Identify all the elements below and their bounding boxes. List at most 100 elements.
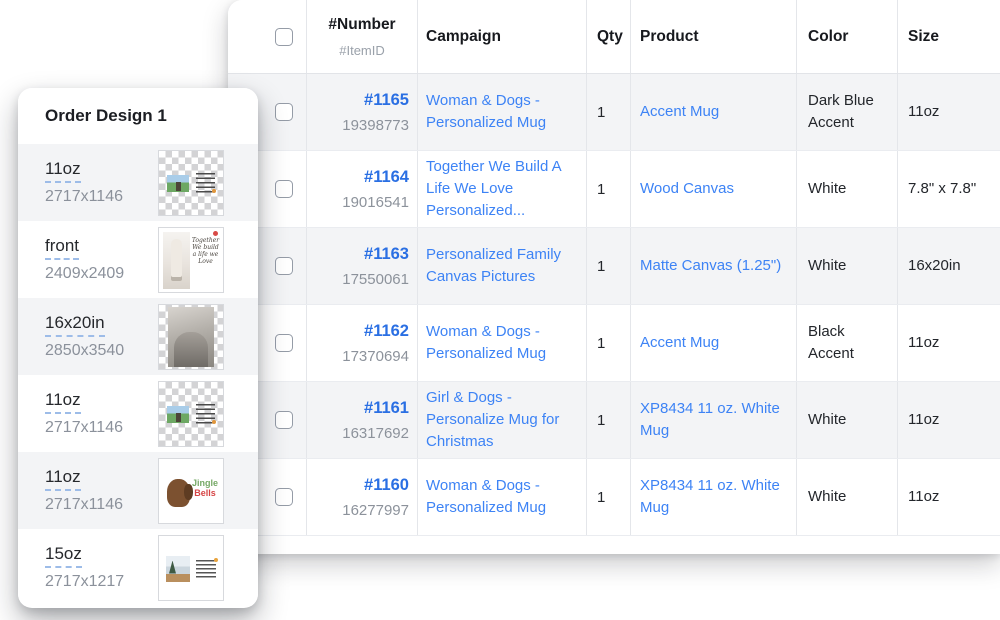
design-size-label[interactable]: 15oz [45, 544, 82, 568]
design-size-label[interactable]: 11oz [45, 467, 81, 491]
header-number-label: #Number [328, 15, 396, 33]
campaign-link[interactable]: Woman & Dogs - Personalized Mug [426, 92, 547, 131]
thumbnail-art-text: Jingle Bells [190, 477, 220, 498]
table-row: #1160 16277997 Woman & Dogs - Personaliz… [228, 459, 1000, 536]
design-thumbnail[interactable]: Together We build a life we Love [158, 226, 224, 293]
thumbnail-word: Bells [194, 487, 216, 498]
table-row: #1161 16317692 Girl & Dogs - Personalize… [228, 382, 1000, 459]
design-list-item: front 2409x2409 Together We build a life… [18, 221, 258, 298]
design-thumbnail[interactable] [158, 380, 224, 447]
design-size-label[interactable]: front [45, 236, 80, 260]
header-color: Color [797, 0, 898, 73]
thumbnail-art-scene [167, 405, 189, 423]
qty-value: 1 [587, 74, 631, 150]
item-id: 16317692 [342, 424, 409, 442]
thumbnail-art-text [196, 172, 216, 194]
order-number-link[interactable]: #1162 [364, 321, 409, 340]
size-value: 11oz [908, 103, 940, 120]
campaign-link[interactable]: Together We Build A Life We Love Persona… [426, 158, 561, 219]
thumbnail-word: Jingle [191, 477, 218, 488]
header-product: Product [631, 0, 797, 73]
row-checkbox[interactable] [275, 103, 293, 121]
color-value: White [808, 411, 847, 428]
design-list-item: 11oz 2717x1146 Jingle Bells [18, 452, 258, 529]
thumbnail-art-text [196, 557, 218, 578]
size-value: 11oz [908, 411, 940, 428]
order-number-link[interactable]: #1164 [364, 167, 409, 186]
row-checkbox[interactable] [275, 334, 293, 352]
design-list-item: 11oz 2717x1146 [18, 375, 258, 452]
order-number-link[interactable]: #1160 [364, 475, 409, 494]
item-id: 17550061 [342, 270, 409, 288]
row-checkbox[interactable] [275, 257, 293, 275]
design-dimensions: 2409x2409 [45, 265, 125, 282]
design-size-label[interactable]: 11oz [45, 159, 81, 183]
qty-value: 1 [587, 151, 631, 227]
order-design-panel: Order Design 1 11oz 2717x1146 front 2409… [18, 88, 258, 608]
header-select-all-cell [228, 0, 307, 73]
qty-value: 1 [587, 382, 631, 458]
design-thumbnail[interactable]: Jingle Bells [158, 457, 224, 524]
order-number-link[interactable]: #1161 [364, 398, 409, 417]
campaign-link[interactable]: Girl & Dogs - Personalize Mug for Christ… [426, 389, 560, 450]
color-value: White [808, 488, 847, 505]
product-link[interactable]: XP8434 11 oz. White Mug [640, 400, 780, 439]
color-value: Black Accent [808, 323, 854, 362]
design-dimensions: 2717x1217 [45, 573, 125, 590]
thumbnail-art-dog [167, 478, 193, 507]
thumbnail-art-photo [168, 306, 214, 367]
item-id: 19016541 [342, 193, 409, 211]
product-link[interactable]: Wood Canvas [640, 180, 734, 197]
select-all-checkbox[interactable] [275, 27, 293, 46]
qty-value: 1 [587, 228, 631, 304]
orders-table-panel: #Number #ItemID Campaign Qty Product Col… [228, 0, 1000, 554]
thumbnail-script-text: Together We build a life we Love [191, 236, 220, 265]
header-campaign: Campaign [418, 0, 587, 73]
table-header-row: #Number #ItemID Campaign Qty Product Col… [228, 0, 1000, 74]
product-link[interactable]: Matte Canvas (1.25") [640, 257, 782, 274]
table-row: #1163 17550061 Personalized Family Canva… [228, 228, 1000, 305]
design-size-label[interactable]: 16x20in [45, 313, 105, 337]
product-link[interactable]: Accent Mug [640, 103, 720, 120]
campaign-link[interactable]: Woman & Dogs - Personalized Mug [426, 477, 547, 516]
design-dimensions: 2717x1146 [45, 188, 123, 205]
row-checkbox[interactable] [275, 488, 293, 506]
thumbnail-art-text: Together We build a life we Love [191, 230, 220, 289]
order-number-link[interactable]: #1163 [364, 244, 409, 263]
campaign-link[interactable]: Personalized Family Canvas Pictures [426, 246, 562, 285]
row-checkbox[interactable] [275, 180, 293, 198]
table-row: #1164 19016541 Together We Build A Life … [228, 151, 1000, 228]
product-link[interactable]: XP8434 11 oz. White Mug [640, 477, 780, 516]
order-number-link[interactable]: #1165 [364, 90, 409, 109]
header-itemid-label: #ItemID [339, 42, 385, 58]
color-value: Dark Blue Accent [808, 92, 874, 131]
product-link[interactable]: Accent Mug [640, 334, 720, 351]
qty-value: 1 [587, 305, 631, 381]
size-value: 16x20in [908, 257, 961, 274]
qty-value: 1 [587, 459, 631, 535]
design-thumbnail[interactable] [158, 303, 224, 370]
item-id: 19398773 [342, 116, 409, 134]
color-value: White [808, 180, 847, 197]
row-checkbox[interactable] [275, 411, 293, 429]
campaign-link[interactable]: Woman & Dogs - Personalized Mug [426, 323, 547, 362]
size-value: 11oz [908, 488, 940, 505]
panel-title: Order Design 1 [18, 88, 258, 144]
color-value: White [808, 257, 847, 274]
design-thumbnail[interactable] [158, 534, 224, 601]
design-size-label[interactable]: 11oz [45, 390, 81, 414]
table-row: #1162 17370694 Woman & Dogs - Personaliz… [228, 305, 1000, 382]
header-size: Size [908, 27, 940, 45]
design-dimensions: 2850x3540 [45, 342, 125, 359]
design-list-item: 16x20in 2850x3540 [18, 298, 258, 375]
item-id: 16277997 [342, 501, 409, 519]
table-row: #1165 19398773 Woman & Dogs - Personaliz… [228, 74, 1000, 151]
design-list-item: 15oz 2717x1217 [18, 529, 258, 606]
header-number: #Number #ItemID [307, 0, 418, 73]
item-id: 17370694 [342, 347, 409, 365]
thumbnail-art-photo [163, 231, 190, 289]
design-thumbnail[interactable] [158, 149, 224, 216]
design-list-item: 11oz 2717x1146 [18, 144, 258, 221]
thumbnail-art-scene [167, 174, 189, 192]
